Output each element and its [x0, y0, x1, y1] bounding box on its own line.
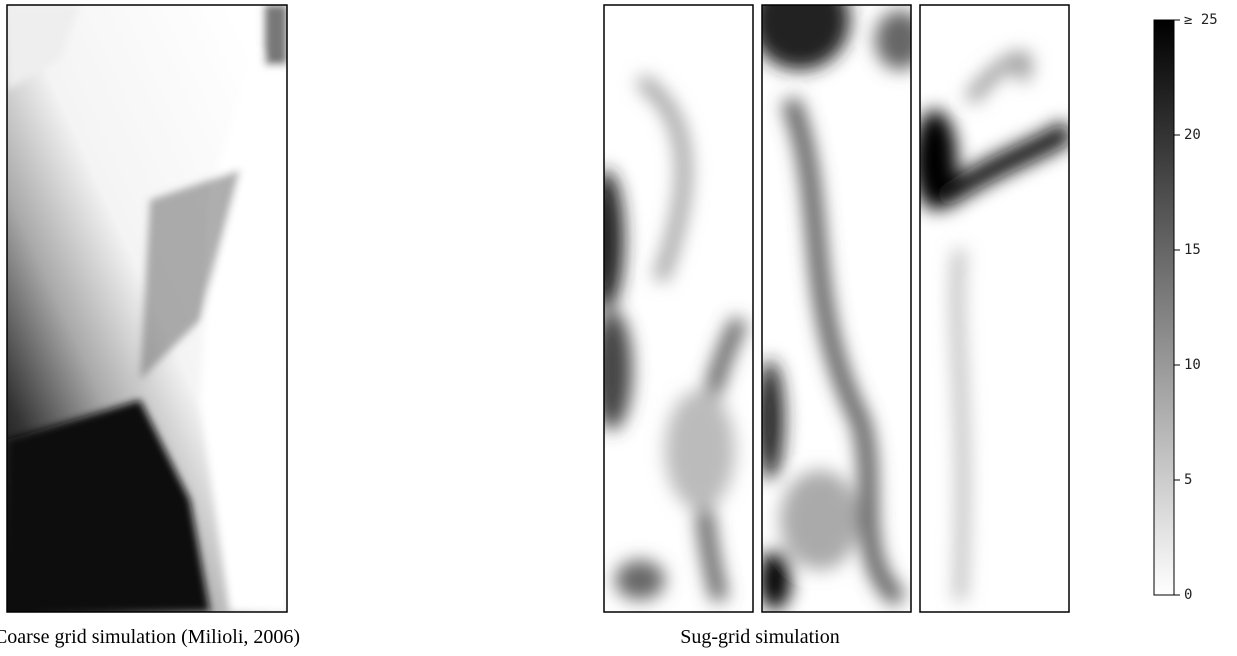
fine-field-2 [750, 0, 925, 612]
fine-field-1 [588, 5, 753, 612]
colorbar-ticks: 0 5 10 15 20 ≥ 25 [1174, 12, 1218, 603]
colorbar [1154, 20, 1174, 595]
tick-label: 10 [1184, 357, 1201, 373]
tick-label: 0 [1184, 587, 1192, 603]
fine-field-3 [913, 5, 1069, 612]
caption: Sug-grid simulation [680, 626, 839, 648]
tick-label: ≥ 25 [1184, 12, 1218, 28]
tick-label: 15 [1184, 242, 1201, 258]
tick-label: 20 [1184, 127, 1201, 143]
caption: Coarse grid simulation (Milioli, 2006) [0, 626, 300, 648]
tick-label: 5 [1184, 472, 1192, 488]
coarse-field [7, 5, 287, 612]
figure: 0 5 10 15 20 ≥ 25 Coarse grid simulation (Mil… [0, 0, 1237, 656]
